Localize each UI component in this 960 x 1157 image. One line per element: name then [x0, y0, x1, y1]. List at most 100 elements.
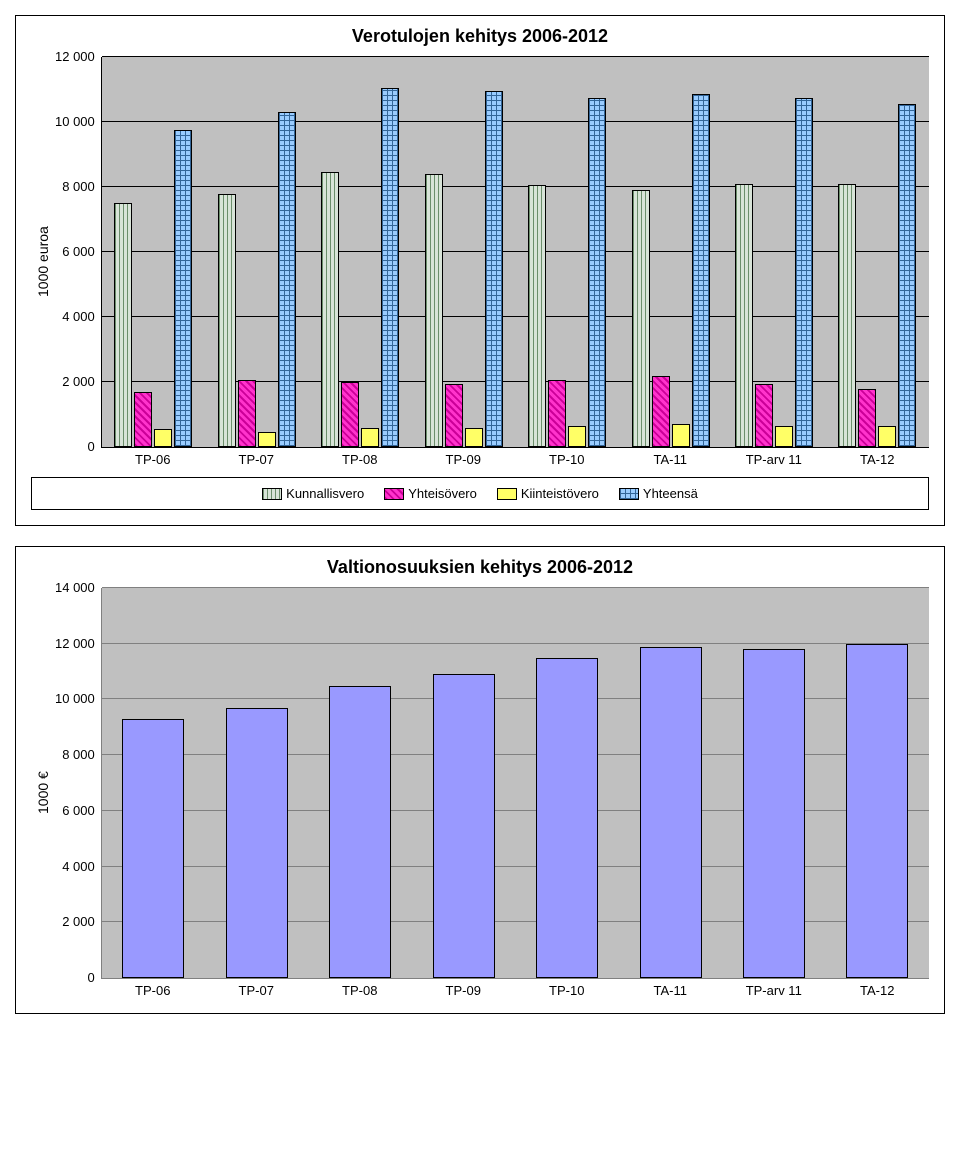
legend-label: Kiinteistövero	[521, 486, 599, 501]
bar-group	[102, 719, 205, 978]
bar	[640, 647, 702, 979]
chart-valtionosuuksien: Valtionosuuksien kehitys 2006-2012 1000 …	[15, 546, 945, 1014]
bar	[632, 190, 650, 447]
bar-group	[722, 649, 825, 978]
bar-group	[515, 658, 618, 978]
bar-group	[205, 112, 308, 447]
bar	[652, 376, 670, 448]
bar	[134, 392, 152, 447]
bar	[238, 380, 256, 447]
bar-group	[826, 104, 929, 447]
bar	[735, 184, 753, 447]
bar	[846, 644, 908, 978]
x-tick-label: TA-12	[826, 448, 930, 467]
bar	[174, 130, 192, 447]
x-tick-label: TP-08	[308, 448, 412, 467]
bar	[536, 658, 598, 978]
bar	[528, 185, 546, 447]
chart-body: 1000 euroa 12 00010 0008 0006 0004 0002 …	[31, 57, 929, 467]
bar-group	[309, 88, 412, 447]
legend: Kunnallisvero Yhteisövero Kiinteistövero Yh…	[31, 477, 929, 510]
bar-group	[722, 98, 825, 447]
x-tick-label: TA-11	[619, 979, 723, 998]
bar	[743, 649, 805, 978]
bars-row	[102, 57, 929, 447]
plot-area	[101, 588, 929, 979]
bar	[321, 172, 339, 447]
legend-item: Yhteensä	[619, 486, 698, 501]
bar	[672, 424, 690, 447]
chart-verotulojen: Verotulojen kehitys 2006-2012 1000 euroa…	[15, 15, 945, 526]
bar-group	[619, 647, 722, 979]
bar-group	[515, 98, 618, 447]
chart-title: Verotulojen kehitys 2006-2012	[31, 26, 929, 47]
legend-swatch	[497, 488, 517, 500]
bar	[114, 203, 132, 447]
chart-title: Valtionosuuksien kehitys 2006-2012	[31, 557, 929, 578]
x-axis-labels: TP-06TP-07TP-08TP-09TP-10TA-11TP-arv 11T…	[101, 448, 929, 467]
x-tick-label: TP-07	[205, 448, 309, 467]
bar	[433, 674, 495, 978]
bar	[445, 384, 463, 447]
bar	[381, 88, 399, 447]
bar	[568, 426, 586, 447]
x-tick-label: TP-arv 11	[722, 448, 826, 467]
bar	[465, 428, 483, 448]
bar-group	[102, 130, 205, 447]
x-tick-label: TP-10	[515, 448, 619, 467]
bar	[278, 112, 296, 447]
legend-swatch	[619, 488, 639, 500]
x-tick-label: TP-08	[308, 979, 412, 998]
legend-label: Yhteensä	[643, 486, 698, 501]
bar	[795, 98, 813, 447]
x-tick-label: TP-06	[101, 979, 205, 998]
legend-swatch	[262, 488, 282, 500]
bar-group	[826, 644, 929, 978]
legend-item: Kunnallisvero	[262, 486, 364, 501]
bar	[588, 98, 606, 447]
bar	[329, 686, 391, 979]
y-axis-labels: 12 00010 0008 0006 0004 0002 0000	[55, 57, 101, 447]
bar-group	[619, 94, 722, 447]
x-tick-label: TP-09	[412, 448, 516, 467]
bar-group	[205, 708, 308, 978]
bar-group	[309, 686, 412, 979]
bar-group	[412, 91, 515, 447]
bar	[425, 174, 443, 447]
x-tick-label: TP-07	[205, 979, 309, 998]
bar	[258, 432, 276, 447]
plot-area	[101, 57, 929, 448]
y-axis-title: 1000 euroa	[31, 57, 55, 467]
legend-item: Kiinteistövero	[497, 486, 599, 501]
plot-wrap: 12 00010 0008 0006 0004 0002 0000 TP-06T…	[55, 57, 929, 467]
x-axis-labels: TP-06TP-07TP-08TP-09TP-10TA-11TP-arv 11T…	[101, 979, 929, 998]
legend-label: Kunnallisvero	[286, 486, 364, 501]
legend-swatch	[384, 488, 404, 500]
bar	[361, 428, 379, 448]
legend-label: Yhteisövero	[408, 486, 477, 501]
x-tick-label: TA-11	[619, 448, 723, 467]
bars-row	[102, 588, 929, 978]
bar	[154, 429, 172, 447]
x-tick-label: TP-06	[101, 448, 205, 467]
y-axis-labels: 14 00012 00010 0008 0006 0004 0002 0000	[55, 588, 101, 978]
bar	[755, 384, 773, 447]
x-tick-label: TP-10	[515, 979, 619, 998]
bar-group	[412, 674, 515, 978]
bar	[692, 94, 710, 447]
bar	[878, 426, 896, 447]
bar	[485, 91, 503, 447]
x-tick-label: TP-09	[412, 979, 516, 998]
plot-wrap: 14 00012 00010 0008 0006 0004 0002 0000 …	[55, 588, 929, 998]
bar	[838, 184, 856, 447]
bar	[775, 426, 793, 447]
y-axis-title: 1000 €	[31, 588, 55, 998]
bar	[218, 194, 236, 448]
bar	[122, 719, 184, 978]
chart-body: 1000 € 14 00012 00010 0008 0006 0004 000…	[31, 588, 929, 998]
bar	[858, 389, 876, 448]
bar	[226, 708, 288, 978]
bar	[898, 104, 916, 447]
x-tick-label: TP-arv 11	[722, 979, 826, 998]
legend-item: Yhteisövero	[384, 486, 477, 501]
